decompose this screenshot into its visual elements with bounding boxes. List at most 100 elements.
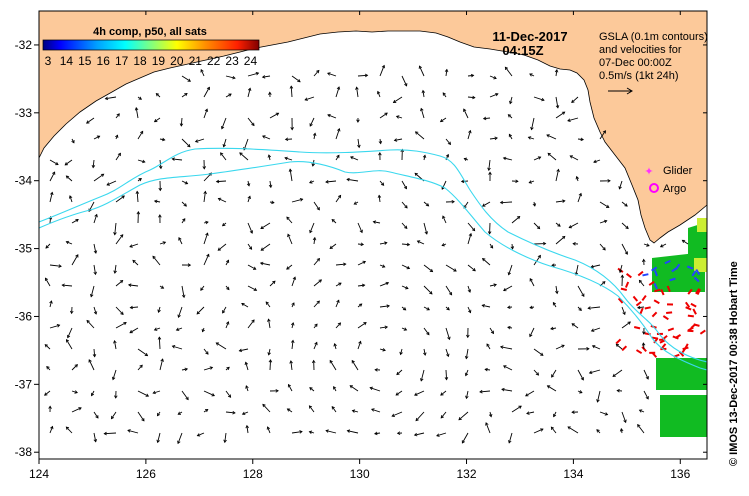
velocity-arrow (159, 138, 165, 141)
velocity-arrowhead (182, 218, 186, 222)
velocity-arrow (159, 241, 166, 245)
velocity-arrowhead (392, 99, 397, 103)
lon-tick-label: 132 (457, 467, 477, 481)
velocity-arrowhead (615, 343, 620, 348)
velocity-arrow (436, 432, 447, 437)
velocity-arrow (92, 159, 95, 168)
velocity-arrow (533, 222, 541, 229)
velocity-arrow (93, 432, 97, 442)
velocity-arrowhead (103, 431, 107, 436)
velocity-arrow (329, 360, 337, 371)
velocity-arrow (239, 348, 249, 352)
velocity-arrowhead (405, 286, 409, 290)
velocity-arrow (218, 198, 227, 203)
velocity-arrowhead (470, 73, 475, 78)
velocity-arrowhead (66, 339, 70, 343)
velocity-arrowhead (260, 225, 264, 229)
velocity-arrowhead (267, 154, 272, 158)
velocity-arrowhead (211, 393, 216, 397)
colorbar-label: 16 (97, 54, 111, 68)
velocity-arrow (395, 390, 403, 396)
velocity-arrowhead (489, 245, 494, 249)
velocity-arrowhead (616, 388, 620, 393)
velocity-arrowhead (120, 234, 124, 238)
velocity-arrow (335, 263, 346, 266)
velocity-arrow (597, 390, 601, 403)
velocity-arrowhead (612, 373, 616, 377)
sst-vector (635, 301, 642, 307)
velocity-arrow (379, 65, 385, 77)
velocity-arrow (639, 280, 645, 287)
velocity-arrowhead (463, 205, 467, 209)
velocity-arrowhead (426, 331, 430, 336)
lat-tick-label: -35 (15, 242, 33, 256)
velocity-arrow (177, 432, 183, 444)
velocity-arrowhead (184, 367, 189, 372)
velocity-arrowhead (311, 359, 316, 364)
velocity-arrow (379, 138, 382, 144)
velocity-arrow (488, 159, 491, 171)
velocity-arrow (132, 259, 139, 266)
velocity-arrow (114, 222, 117, 235)
velocity-arrow (528, 136, 535, 140)
velocity-arrow (503, 365, 513, 371)
velocity-arrowhead (646, 243, 650, 247)
sst-vector (686, 265, 694, 270)
velocity-arrow (247, 264, 257, 270)
velocity-arrowhead (333, 342, 337, 347)
velocity-arrowhead (624, 203, 628, 207)
velocity-arrow (533, 428, 544, 434)
velocity-arrowhead (423, 352, 427, 356)
lat-tick-label: -38 (15, 445, 33, 459)
velocity-arrowhead (499, 200, 504, 205)
velocity-arrow (569, 155, 579, 161)
velocity-arrow (66, 241, 73, 245)
velocity-arrow (269, 180, 272, 188)
velocity-arrowhead (287, 233, 291, 238)
velocity-arrow (415, 131, 425, 140)
velocity-arrowhead (129, 305, 134, 310)
velocity-arrowhead (161, 137, 166, 142)
colorbar-label: 18 (133, 54, 147, 68)
sst-vector (641, 294, 647, 302)
velocity-arrowhead (593, 159, 597, 164)
velocity-arrowhead (384, 241, 388, 245)
velocity-arrow (158, 337, 161, 350)
velocity-arrow (379, 264, 385, 268)
sst-vector (690, 302, 697, 308)
velocity-arrow (529, 278, 535, 287)
sst-patches (615, 218, 707, 437)
lat-tick-label: -33 (15, 106, 33, 120)
velocity-arrow (45, 277, 51, 287)
velocity-arrowhead (447, 141, 452, 146)
velocity-arrow (181, 285, 185, 298)
sst-vector (695, 288, 701, 295)
velocity-arrow (445, 138, 451, 145)
velocity-arrow (335, 282, 342, 287)
velocity-arrow (593, 159, 601, 163)
velocity-arrow (422, 90, 425, 98)
velocity-arrowhead (509, 100, 513, 105)
velocity-arrow (485, 368, 491, 371)
velocity-arrowhead (485, 422, 489, 426)
sst-vector (696, 288, 702, 296)
velocity-arrowhead (425, 203, 430, 207)
velocity-arrowhead (439, 118, 444, 123)
velocity-arrowhead (464, 372, 469, 377)
velocity-arrow (401, 180, 407, 189)
velocity-arrow (423, 285, 433, 295)
velocity-arrowhead (625, 225, 629, 230)
velocity-arrow (313, 258, 320, 266)
velocity-arrow (592, 345, 601, 350)
velocity-arrowhead (487, 167, 491, 172)
velocity-arrowhead (414, 392, 418, 396)
velocity-arrowhead (471, 227, 476, 232)
velocity-arrow (568, 222, 579, 229)
velocity-arrowhead (220, 125, 225, 130)
velocity-arrowhead (55, 162, 59, 166)
velocity-arrowhead (119, 280, 124, 284)
velocity-arrowhead (504, 66, 509, 71)
velocity-arrowhead (86, 120, 90, 124)
velocity-arrow (90, 285, 95, 297)
velocity-arrowhead (391, 413, 395, 417)
